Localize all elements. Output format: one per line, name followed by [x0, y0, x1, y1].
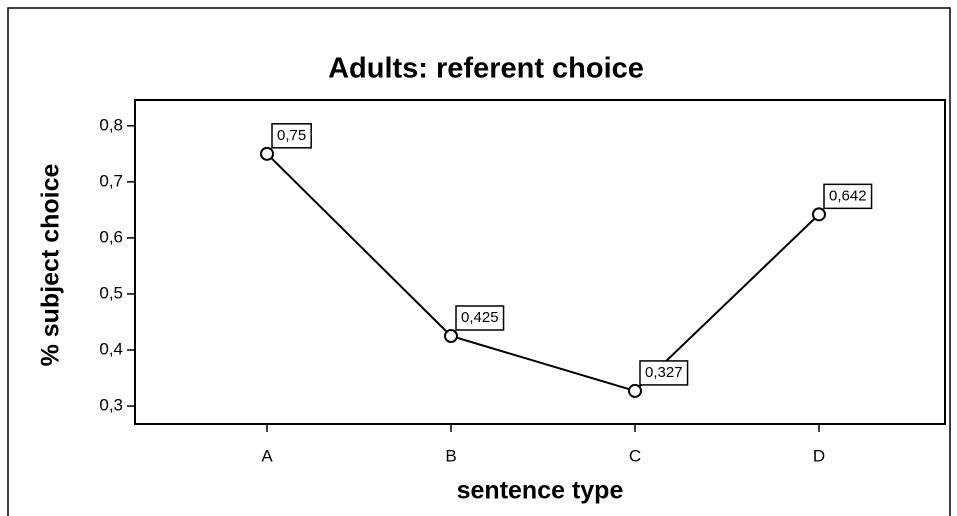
point	[444, 328, 458, 343]
x-tick-label: D	[813, 446, 825, 465]
plot-area	[134, 99, 946, 425]
point	[628, 383, 642, 398]
point	[260, 146, 274, 161]
chart-title: Adults: referent choice	[328, 53, 644, 85]
y-tick-label: 0,7	[99, 171, 123, 190]
x-tick-label: B	[445, 446, 456, 465]
value-label-frame	[271, 123, 312, 149]
x-tick-label: A	[261, 446, 273, 465]
y-tick-label: 0,8	[99, 115, 123, 134]
line	[266, 153, 820, 393]
value-label-frame	[823, 183, 873, 210]
y-axis-label: % subject choice	[37, 163, 65, 366]
point	[812, 207, 826, 222]
value-label: 0,642	[829, 187, 867, 204]
y-tick-label: 0,3	[99, 396, 123, 415]
value-label: 0,75	[277, 127, 306, 144]
frame	[7, 7, 951, 516]
y-tick-label: 0,4	[99, 339, 123, 358]
value-label: 0,327	[645, 364, 683, 381]
value-label-frame	[639, 360, 689, 386]
y-tick-label: 0,5	[99, 283, 123, 302]
y-tick-label: 0,6	[99, 227, 123, 246]
value-label-frame	[455, 305, 505, 331]
x-axis-label: sentence type	[457, 477, 624, 505]
x-tick-label: C	[629, 446, 641, 465]
value-label: 0,425	[461, 309, 499, 326]
